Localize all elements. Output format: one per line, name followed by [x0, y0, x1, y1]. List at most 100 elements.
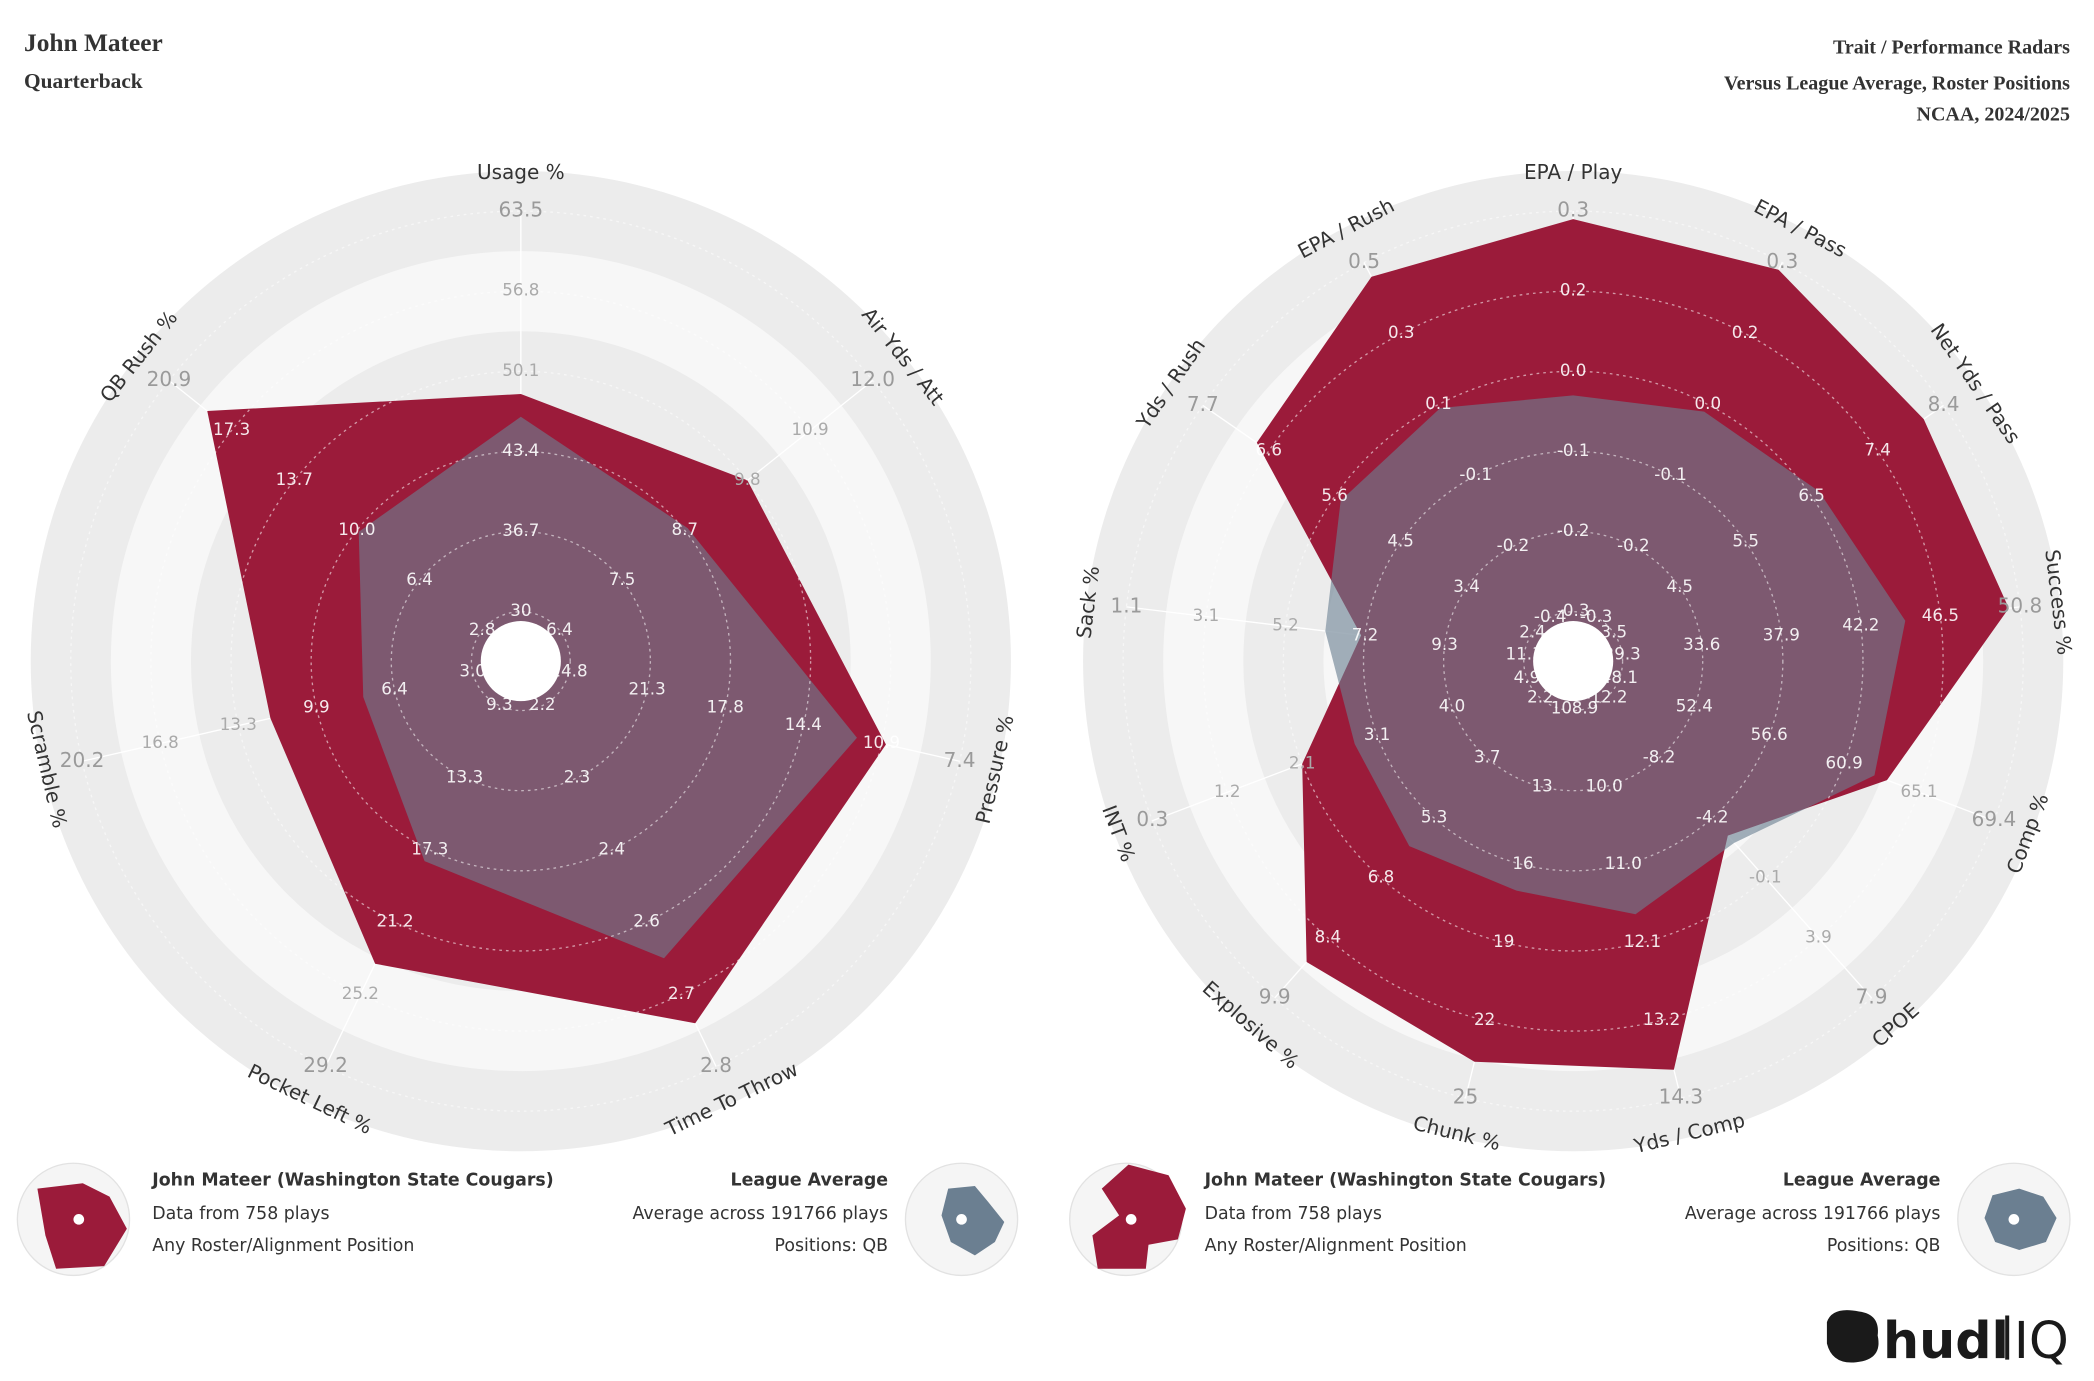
logo-icon: [1826, 1310, 1879, 1363]
tick-label: 7.2: [1352, 625, 1379, 644]
tick-label: 3.1: [1193, 606, 1220, 625]
tick-label: 2.1: [1289, 753, 1316, 772]
tick-label: 3.9: [1805, 928, 1832, 947]
legend-note: Positions: QB: [1827, 1236, 1941, 1256]
axis-label: Usage %: [477, 160, 565, 184]
tick-label: 8.7: [671, 520, 698, 539]
report-league: NCAA, 2024/2025: [1917, 103, 2070, 125]
tick-label: 6.4: [546, 620, 573, 639]
tick-label: 50.8: [1998, 593, 2043, 617]
tick-label: 2.4: [1519, 623, 1546, 642]
tick-label: 8.4: [1315, 928, 1342, 947]
tick-label: 11.0: [1605, 854, 1642, 873]
tick-label: 25: [1453, 1085, 1478, 1109]
tick-label: 11.3: [1506, 645, 1543, 664]
tick-label: 21.3: [629, 679, 666, 698]
center-hole: [1533, 621, 1614, 702]
tick-label: 9.9: [1259, 984, 1291, 1008]
legend-note: Any Roster/Alignment Position: [152, 1236, 414, 1256]
tick-label: 3.4: [1453, 577, 1480, 596]
tick-label: 3.5: [1601, 623, 1628, 642]
tick-label: 20.9: [147, 367, 192, 391]
tick-label: 17.3: [411, 840, 448, 859]
tick-label: 9.3: [486, 695, 513, 714]
tick-label: -0.3: [1580, 607, 1613, 626]
tick-label: -0.1: [1557, 441, 1590, 460]
tick-label: 56.6: [1751, 725, 1788, 744]
logo: hudl IQ: [1826, 1310, 2069, 1370]
tick-label: 3.0: [459, 662, 486, 681]
legend-icon-shape: [1984, 1188, 2057, 1251]
legend-icon-dot: [956, 1214, 967, 1225]
legend-note: Any Roster/Alignment Position: [1205, 1236, 1467, 1256]
tick-label: 29.2: [303, 1053, 348, 1077]
legend-icon-dot: [2008, 1214, 2020, 1225]
tick-label: 10.0: [338, 520, 375, 539]
tick-label: 13.3: [220, 715, 257, 734]
tick-label: 0.0: [1695, 394, 1722, 413]
tick-label: 0.2: [1560, 281, 1587, 300]
tick-label: 69.4: [1972, 807, 2017, 831]
tick-label: 12.1: [1624, 932, 1661, 951]
tick-label: 13.2: [1643, 1010, 1680, 1029]
legend-icon-shape: [1092, 1164, 1186, 1269]
tick-label: 9.9: [303, 697, 330, 716]
legend-note: Average across 191766 plays: [1685, 1204, 1941, 1224]
tick-label: 5.3: [1421, 808, 1448, 827]
tick-label: -0.2: [1557, 521, 1590, 540]
legend-name: John Mateer (Washington State Cougars): [151, 1171, 553, 1191]
tick-label: 4.0: [1439, 697, 1466, 716]
legend-name: League Average: [1783, 1171, 1941, 1191]
tick-label: 17.8: [707, 697, 744, 716]
tick-label: 65.1: [1900, 782, 1937, 801]
tick-label: 0.2: [1732, 323, 1759, 342]
tick-label: 10.9: [791, 420, 828, 439]
tick-label: 6.4: [381, 679, 408, 698]
tick-label: 19: [1493, 932, 1514, 951]
tick-label: 24.8: [550, 662, 587, 681]
tick-label: 8.9: [1572, 699, 1599, 718]
axis-label: EPA / Play: [1524, 160, 1622, 184]
tick-label: 5.5: [1732, 532, 1759, 551]
legend-icon-shape: [37, 1183, 127, 1269]
tick-label: 9.8: [734, 470, 761, 489]
legend-name: John Mateer (Washington State Cougars): [1204, 1171, 1606, 1191]
tick-label: 10.0: [1586, 776, 1623, 795]
tick-label: 7.4: [944, 748, 976, 772]
radar-area: [358, 416, 857, 959]
tick-label: 0.3: [1766, 249, 1798, 273]
tick-label: 2.3: [564, 767, 591, 786]
tick-label: 2.6: [633, 912, 660, 931]
tick-label: 2.4: [599, 840, 626, 859]
legend-icon-dot: [73, 1214, 85, 1225]
tick-label: -4.2: [1696, 808, 1729, 827]
tick-label: 13.3: [446, 767, 483, 786]
tick-label: 7.4: [1864, 440, 1891, 459]
tick-label: 7.9: [1856, 984, 1888, 1008]
tick-label: 0.3: [1136, 807, 1168, 831]
tick-label: -0.1: [1459, 465, 1492, 484]
tick-label: 50.1: [502, 361, 539, 380]
tick-label: 46.5: [1922, 606, 1959, 625]
tick-label: 21.2: [377, 912, 414, 931]
tick-label: 22: [1474, 1010, 1495, 1029]
tick-label: 42.2: [1842, 616, 1879, 635]
grid-ring: [310, 450, 732, 872]
tick-label: 16.8: [142, 733, 179, 752]
player-name: John Mateer: [24, 29, 163, 57]
center-hole: [480, 621, 561, 702]
tick-label: 8.4: [1928, 392, 1960, 416]
tick-label: 0.3: [1388, 323, 1415, 342]
tick-label: 12.0: [850, 367, 895, 391]
tick-label: 7.7: [1187, 392, 1219, 416]
tick-label: 56.8: [502, 281, 539, 300]
tick-label: 14.3: [1659, 1085, 1704, 1109]
legend-icon-shape: [941, 1185, 1005, 1256]
tick-label: 2.7: [668, 984, 695, 1003]
grid-ring: [1362, 450, 1784, 872]
tick-label: 5.2: [1272, 616, 1299, 635]
legend-icons: [16, 1162, 2071, 1277]
legend-note: Data from 758 plays: [152, 1204, 329, 1224]
tick-label: 0.5: [1348, 249, 1380, 273]
